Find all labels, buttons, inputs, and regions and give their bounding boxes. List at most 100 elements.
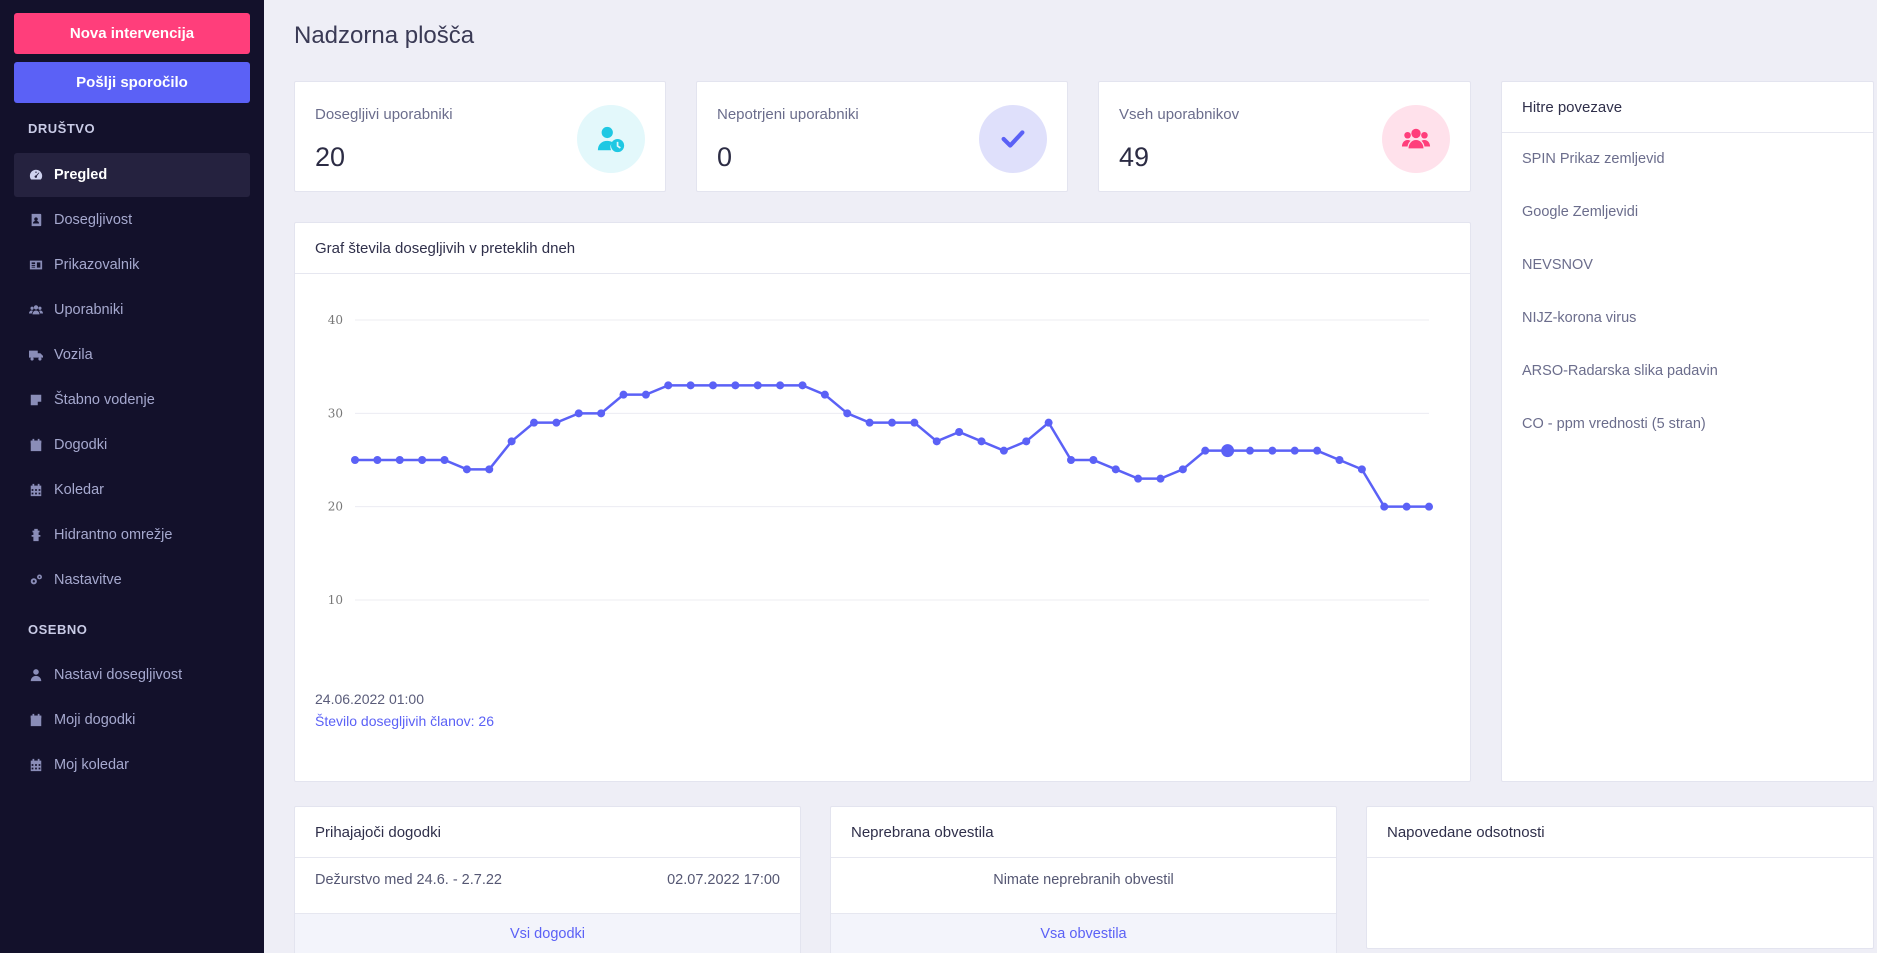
sidebar-item-prikazovalnik[interactable]: Prikazovalnik: [14, 243, 250, 287]
planned-absences-card: Napovedane odsotnosti: [1366, 806, 1874, 949]
data-point[interactable]: [574, 409, 583, 418]
calendar-icon: [28, 437, 44, 453]
data-point[interactable]: [1268, 446, 1277, 455]
data-point[interactable]: [1357, 465, 1366, 474]
chart-tooltip-date: 24.06.2022 01:00: [315, 691, 424, 707]
sidebar-item-dosegljivost[interactable]: Dosegljivost: [14, 198, 250, 242]
event-row-date: 02.07.2022 17:00: [667, 872, 780, 888]
data-point[interactable]: [1201, 446, 1210, 455]
event-row-name[interactable]: Dežurstvo med 24.6. - 2.7.22: [315, 872, 502, 888]
data-point[interactable]: [776, 381, 785, 390]
sidebar-item-dogodki[interactable]: Dogodki: [14, 423, 250, 467]
stat-value: 49: [1119, 142, 1150, 172]
data-point[interactable]: [1402, 502, 1411, 511]
data-point[interactable]: [1246, 446, 1254, 455]
contact-book-icon: [28, 212, 44, 228]
data-point[interactable]: [1425, 502, 1433, 511]
data-point[interactable]: [977, 437, 986, 446]
data-point[interactable]: [932, 437, 941, 446]
sidebar-item-nastavitve[interactable]: Nastavitve: [14, 558, 250, 602]
data-point[interactable]: [418, 456, 427, 464]
data-point[interactable]: [1044, 418, 1053, 427]
data-point[interactable]: [351, 456, 359, 464]
quick-link[interactable]: ARSO-Radarska slika padavin: [1522, 363, 1718, 379]
send-message-button[interactable]: Pošlji sporočilo: [14, 62, 250, 103]
data-point[interactable]: [462, 465, 471, 474]
data-point[interactable]: [1290, 446, 1299, 455]
data-point[interactable]: [1067, 456, 1075, 464]
stat-label: Dosegljivi uporabniki: [315, 106, 453, 123]
sidebar-item-label: Hidrantno omrežje: [54, 527, 173, 543]
data-point[interactable]: [820, 390, 829, 399]
data-point[interactable]: [485, 465, 494, 474]
data-point[interactable]: [888, 418, 896, 427]
sticky-note-icon: [28, 392, 44, 408]
quick-link[interactable]: SPIN Prikaz zemljevid: [1522, 151, 1665, 167]
data-point[interactable]: [440, 456, 449, 464]
data-point[interactable]: [1111, 465, 1120, 474]
sidebar-item-vozila[interactable]: Vozila: [14, 333, 250, 377]
user-clock-icon: [577, 105, 645, 173]
y-tick-label: 30: [328, 406, 343, 420]
data-point[interactable]: [597, 409, 606, 418]
data-point[interactable]: [530, 418, 538, 427]
sidebar-item-label: Uporabniki: [54, 302, 124, 318]
notifications-empty-text: Nimate neprebranih obvestil: [993, 872, 1174, 888]
data-point[interactable]: [395, 456, 404, 464]
y-tick-label: 40: [328, 313, 343, 327]
data-point[interactable]: [955, 428, 964, 436]
sidebar-item-štabno-vodenje[interactable]: Štabno vodenje: [14, 378, 250, 422]
data-point[interactable]: [1380, 502, 1389, 511]
y-tick-label: 10: [328, 593, 343, 607]
events-title: Prihajajoči dogodki: [295, 807, 800, 858]
data-point[interactable]: [507, 437, 516, 446]
data-point[interactable]: [798, 381, 807, 390]
y-tick-label: 20: [328, 500, 343, 514]
data-point[interactable]: [1134, 474, 1143, 483]
data-point[interactable]: [1178, 465, 1187, 474]
sidebar-item-nastavi-dosegljivost[interactable]: Nastavi dosegljivost: [14, 653, 250, 697]
data-point[interactable]: [753, 381, 762, 390]
sidebar-item-moji-dogodki[interactable]: Moji dogodki: [14, 698, 250, 742]
upcoming-events-card: Prihajajoči dogodki Dežurstvo med 24.6. …: [294, 806, 801, 953]
sidebar-item-label: Nastavitve: [54, 572, 122, 588]
sidebar-item-moj-koledar[interactable]: Moj koledar: [14, 743, 250, 787]
data-point[interactable]: [1221, 444, 1235, 458]
sidebar-item-label: Štabno vodenje: [54, 392, 155, 408]
data-point[interactable]: [865, 418, 874, 427]
data-point[interactable]: [552, 418, 561, 427]
data-point[interactable]: [999, 446, 1008, 455]
sidebar-item-uporabniki[interactable]: Uporabniki: [14, 288, 250, 332]
data-point[interactable]: [373, 456, 382, 464]
sidebar-item-koledar[interactable]: Koledar: [14, 468, 250, 512]
data-point[interactable]: [686, 381, 695, 390]
data-point[interactable]: [1089, 456, 1098, 464]
data-point[interactable]: [1022, 437, 1031, 446]
quick-link[interactable]: Google Zemljevidi: [1522, 204, 1639, 220]
data-point[interactable]: [641, 390, 650, 399]
data-point[interactable]: [1156, 474, 1165, 483]
quick-link[interactable]: NIJZ-korona virus: [1522, 310, 1637, 326]
quick-link[interactable]: NEVSNOV: [1522, 257, 1593, 273]
all-notifications-link[interactable]: Vsa obvestila: [831, 913, 1336, 953]
sidebar-item-pregled[interactable]: Pregled: [14, 153, 250, 197]
data-point[interactable]: [1313, 446, 1322, 455]
check-icon: [979, 105, 1047, 173]
new-intervention-button[interactable]: Nova intervencija: [14, 13, 250, 54]
users-icon: [1382, 105, 1450, 173]
data-point[interactable]: [1335, 456, 1344, 464]
quick-link[interactable]: CO - ppm vrednosti (5 stran): [1522, 416, 1706, 432]
data-point[interactable]: [664, 381, 673, 390]
notifications-title: Neprebrana obvestila: [831, 807, 1336, 858]
absences-title: Napovedane odsotnosti: [1367, 807, 1873, 858]
all-events-link[interactable]: Vsi dogodki: [295, 913, 800, 953]
data-point[interactable]: [619, 390, 628, 399]
cogs-icon: [28, 572, 44, 588]
data-point[interactable]: [709, 381, 717, 390]
data-point[interactable]: [910, 418, 919, 427]
sidebar-item-hidrantno-omrežje[interactable]: Hidrantno omrežje: [14, 513, 250, 557]
data-point[interactable]: [731, 381, 740, 390]
data-point[interactable]: [843, 409, 852, 418]
stat-value: 20: [315, 142, 346, 172]
calendar-grid-icon: [28, 757, 44, 773]
